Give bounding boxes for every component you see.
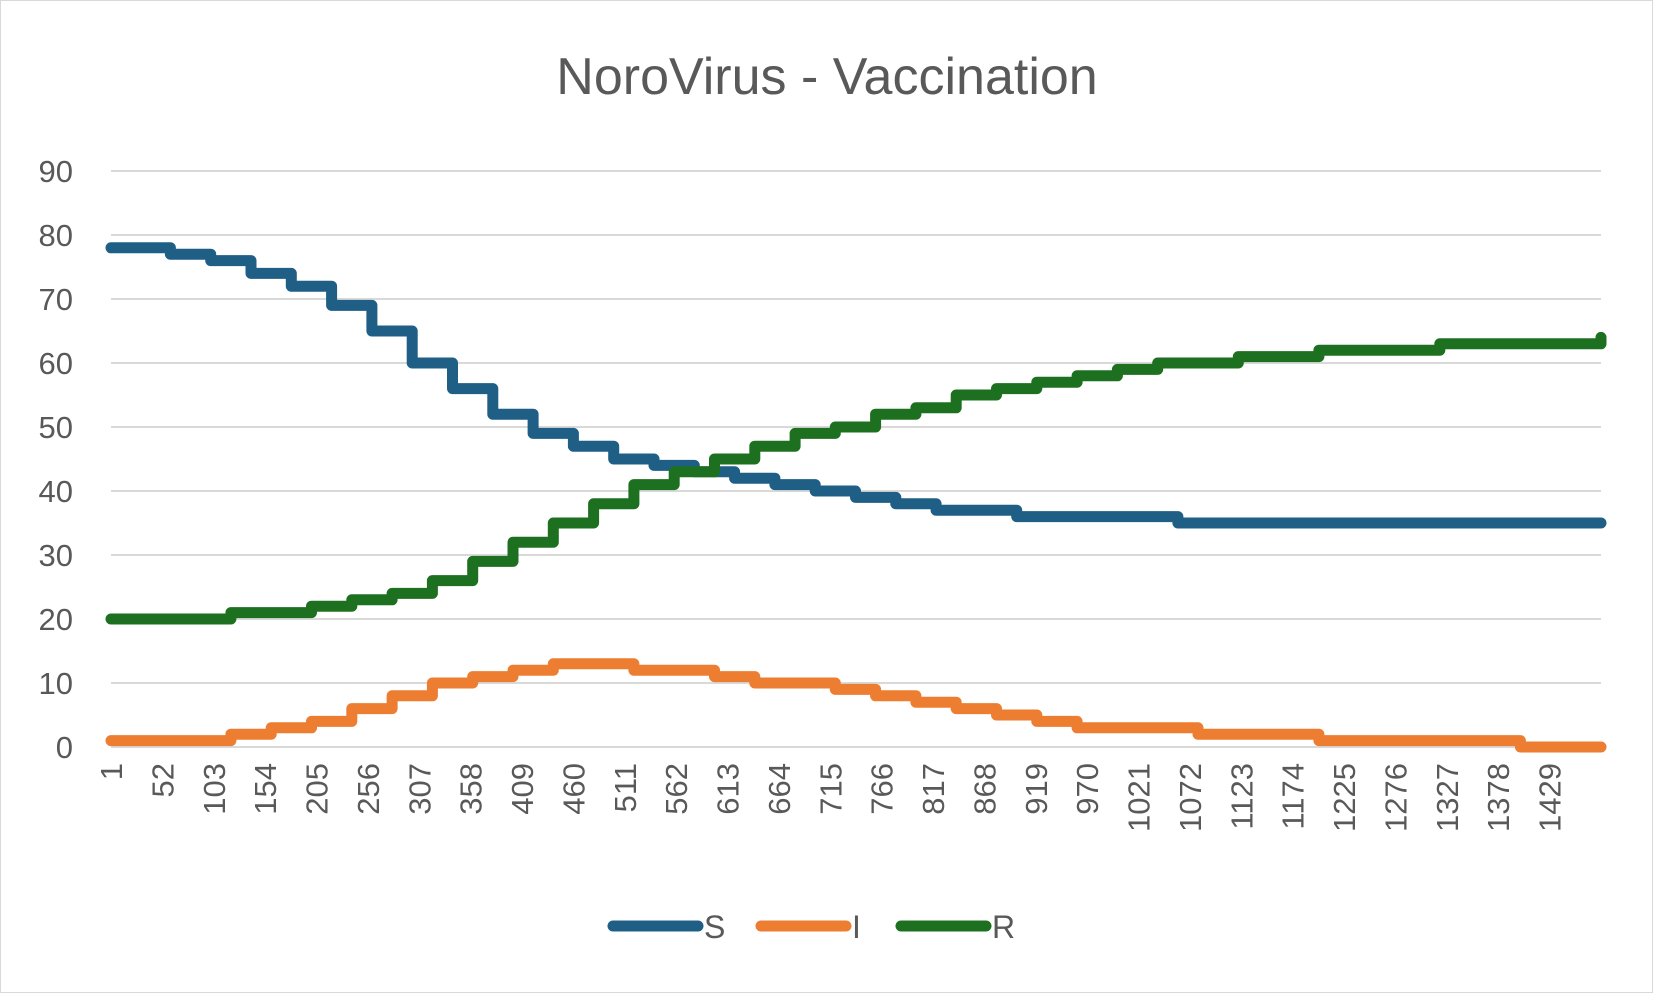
x-tick-label: 1072 [1173, 763, 1208, 832]
legend-label-i: I [852, 909, 861, 945]
x-tick-label: 1378 [1481, 763, 1516, 832]
y-tick-label: 10 [39, 666, 73, 701]
x-tick-label: 256 [351, 763, 386, 815]
x-tick-label: 511 [608, 763, 643, 812]
y-tick-label: 80 [39, 218, 73, 253]
x-tick-label: 970 [1070, 763, 1105, 815]
x-tick-label: 1429 [1533, 763, 1568, 832]
series-line-r [105, 331, 1607, 625]
x-tick-label: 562 [659, 763, 694, 815]
x-tick-label: 1174 [1276, 763, 1311, 830]
x-tick-label: 358 [454, 763, 489, 815]
y-tick-label: 50 [39, 410, 73, 445]
series-lines [105, 242, 1607, 753]
y-tick-label: 20 [39, 602, 73, 637]
y-tick-label: 70 [39, 282, 73, 317]
x-tick-label: 154 [248, 763, 283, 815]
x-tick-label: 715 [813, 763, 848, 815]
x-tick-label: 664 [762, 763, 797, 815]
y-tick-label: 0 [56, 730, 73, 765]
legend-label-s: S [704, 909, 725, 945]
x-tick-label: 817 [916, 763, 951, 815]
x-tick-label: 919 [1019, 763, 1054, 815]
y-axis-ticks: 0 10 20 30 40 50 60 70 80 90 [39, 154, 73, 765]
x-tick-label: 1021 [1122, 763, 1157, 832]
legend-label-r: R [992, 909, 1015, 945]
x-tick-label: 103 [197, 763, 232, 815]
x-tick-label: 1327 [1430, 763, 1465, 832]
x-tick-label: 868 [967, 763, 1002, 815]
x-tick-label: 1225 [1327, 763, 1362, 832]
x-tick-label: 1123 [1224, 763, 1259, 830]
y-tick-label: 90 [39, 154, 73, 189]
x-tick-label: 52 [145, 763, 180, 797]
series-line-s [105, 242, 1607, 529]
x-axis-ticks: 1 52 103 154 205 256 307 358 409 460 511 562 613 664 7… [94, 763, 1568, 832]
x-tick-label: 205 [300, 763, 335, 815]
y-tick-label: 40 [39, 474, 73, 509]
series-line-i [105, 658, 1607, 753]
x-tick-label: 766 [865, 763, 900, 815]
x-tick-label: 1276 [1378, 763, 1413, 832]
x-tick-label: 409 [505, 763, 540, 815]
y-tick-label: 60 [39, 346, 73, 381]
x-tick-label: 307 [402, 763, 437, 815]
x-tick-label: 613 [711, 763, 746, 815]
gridlines [111, 170, 1601, 748]
x-tick-label: 1 [94, 763, 129, 780]
x-tick-label: 460 [556, 763, 591, 815]
chart-title: NoroVirus - Vaccination [556, 48, 1097, 106]
y-tick-label: 30 [39, 538, 73, 573]
